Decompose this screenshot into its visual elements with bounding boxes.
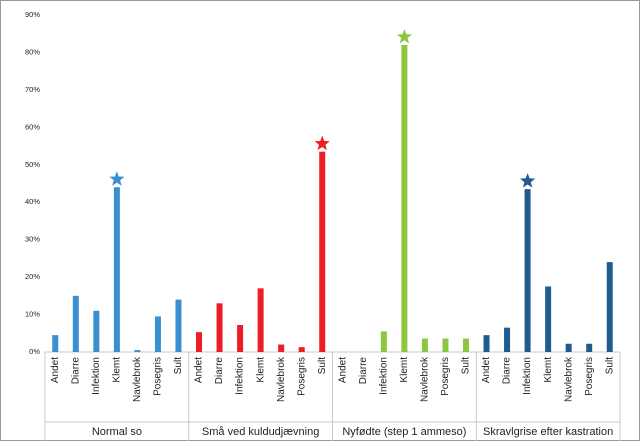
bar bbox=[257, 288, 264, 352]
bar bbox=[216, 303, 223, 352]
x-tick-label: Klemt bbox=[255, 357, 266, 383]
x-tick-label: Andet bbox=[50, 357, 61, 383]
x-tick-label: Sult bbox=[317, 357, 328, 374]
x-tick-label: Diarre bbox=[70, 357, 81, 385]
bar bbox=[93, 310, 100, 352]
x-tick-label: Navlebrok bbox=[420, 356, 431, 402]
x-tick-label: Sult bbox=[461, 357, 472, 374]
x-tick-label: Posegris bbox=[584, 357, 595, 396]
x-tick-label: Navlebrok bbox=[563, 356, 574, 402]
bar bbox=[380, 331, 387, 352]
x-tick-label: Klemt bbox=[399, 357, 410, 383]
y-tick-label: 0% bbox=[29, 347, 40, 356]
bar bbox=[483, 335, 490, 352]
x-tick-label: Diarre bbox=[502, 357, 513, 385]
x-tick-label: Andet bbox=[337, 357, 348, 383]
x-tick-label: Andet bbox=[194, 357, 205, 383]
x-tick-label: Diarre bbox=[214, 357, 225, 385]
y-tick-label: 30% bbox=[25, 235, 40, 244]
bar bbox=[606, 262, 613, 352]
bar bbox=[586, 343, 593, 352]
y-tick-label: 70% bbox=[25, 85, 40, 94]
group-label: Nyfødte (step 1 ammeso) bbox=[342, 426, 466, 438]
max-star bbox=[396, 29, 412, 44]
x-tick-label: Infektion bbox=[378, 357, 389, 395]
bar bbox=[134, 350, 141, 352]
bar bbox=[462, 338, 469, 352]
max-star bbox=[109, 171, 125, 186]
bar bbox=[565, 343, 572, 352]
bar bbox=[237, 325, 244, 352]
x-tick-label: Andet bbox=[481, 357, 492, 383]
x-tick-label: Posegris bbox=[296, 357, 307, 396]
x-tick-label: Posegris bbox=[440, 357, 451, 396]
x-tick-label: Navlebrok bbox=[276, 356, 287, 402]
x-tick-label: Sult bbox=[173, 357, 184, 374]
bar bbox=[545, 286, 552, 352]
bar bbox=[175, 299, 182, 352]
group-label: Små ved kuldudjævning bbox=[202, 426, 319, 438]
bar bbox=[298, 347, 305, 352]
bar bbox=[524, 189, 531, 352]
y-tick-label: 80% bbox=[25, 47, 40, 56]
group-label: Normal so bbox=[92, 426, 142, 438]
y-tick-label: 20% bbox=[25, 272, 40, 281]
bar bbox=[319, 151, 326, 352]
y-tick-label: 50% bbox=[25, 160, 40, 169]
y-tick-label: 60% bbox=[25, 122, 40, 131]
x-tick-label: Sult bbox=[604, 357, 615, 374]
x-tick-label: Navlebrok bbox=[132, 356, 143, 402]
bar bbox=[113, 187, 120, 352]
bar bbox=[278, 344, 285, 352]
group-label: Skravlgrise efter kastration bbox=[483, 426, 613, 438]
bar bbox=[442, 338, 449, 352]
bar bbox=[52, 335, 59, 352]
x-tick-label: Klemt bbox=[112, 357, 123, 383]
y-tick-label: 10% bbox=[25, 310, 40, 319]
x-tick-label: Infektion bbox=[235, 357, 246, 395]
y-tick-label: 40% bbox=[25, 197, 40, 206]
bar bbox=[401, 44, 408, 352]
x-tick-label: Infektion bbox=[522, 357, 533, 395]
max-star bbox=[314, 135, 330, 151]
x-tick-label: Diarre bbox=[358, 357, 369, 385]
bar bbox=[504, 327, 511, 352]
y-tick-label: 90% bbox=[25, 10, 40, 19]
bar bbox=[196, 332, 203, 352]
max-star bbox=[520, 173, 536, 188]
x-tick-label: Posegris bbox=[153, 357, 164, 396]
bar bbox=[421, 338, 428, 352]
bar bbox=[72, 295, 79, 352]
x-tick-label: Klemt bbox=[543, 357, 554, 383]
bar bbox=[154, 316, 161, 352]
x-tick-label: Infektion bbox=[91, 357, 102, 395]
